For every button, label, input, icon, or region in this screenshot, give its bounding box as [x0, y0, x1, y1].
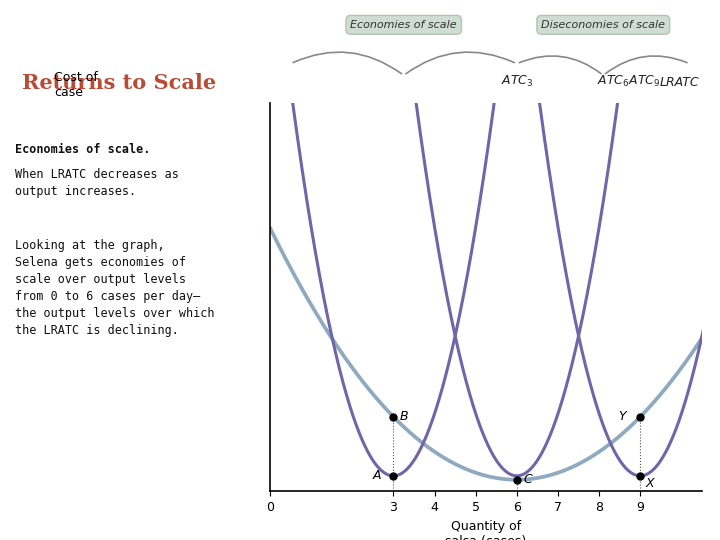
Text: $ATC_9$: $ATC_9$	[628, 74, 661, 89]
Text: $ATC_6$: $ATC_6$	[598, 74, 630, 89]
Text: LRATC: LRATC	[660, 76, 699, 89]
Text: Y: Y	[618, 410, 626, 423]
Text: C: C	[523, 473, 532, 486]
Text: X: X	[645, 477, 654, 490]
Text: Cost of
case: Cost of case	[54, 71, 98, 99]
Text: B: B	[400, 410, 408, 423]
Text: $ATC_3$: $ATC_3$	[500, 74, 533, 89]
Text: Economies of scale: Economies of scale	[351, 20, 457, 30]
Text: When LRATC decreases as
output increases.: When LRATC decreases as output increases…	[15, 168, 179, 198]
Text: Returns to Scale: Returns to Scale	[22, 73, 216, 93]
X-axis label: Quantity of
salsa (cases): Quantity of salsa (cases)	[446, 519, 526, 540]
Text: Economies of scale.: Economies of scale.	[15, 143, 150, 156]
Text: Diseconomies of scale: Diseconomies of scale	[541, 20, 665, 30]
Text: Looking at the graph,
Selena gets economies of
scale over output levels
from 0 t: Looking at the graph, Selena gets econom…	[15, 239, 215, 336]
Text: A: A	[372, 469, 381, 482]
